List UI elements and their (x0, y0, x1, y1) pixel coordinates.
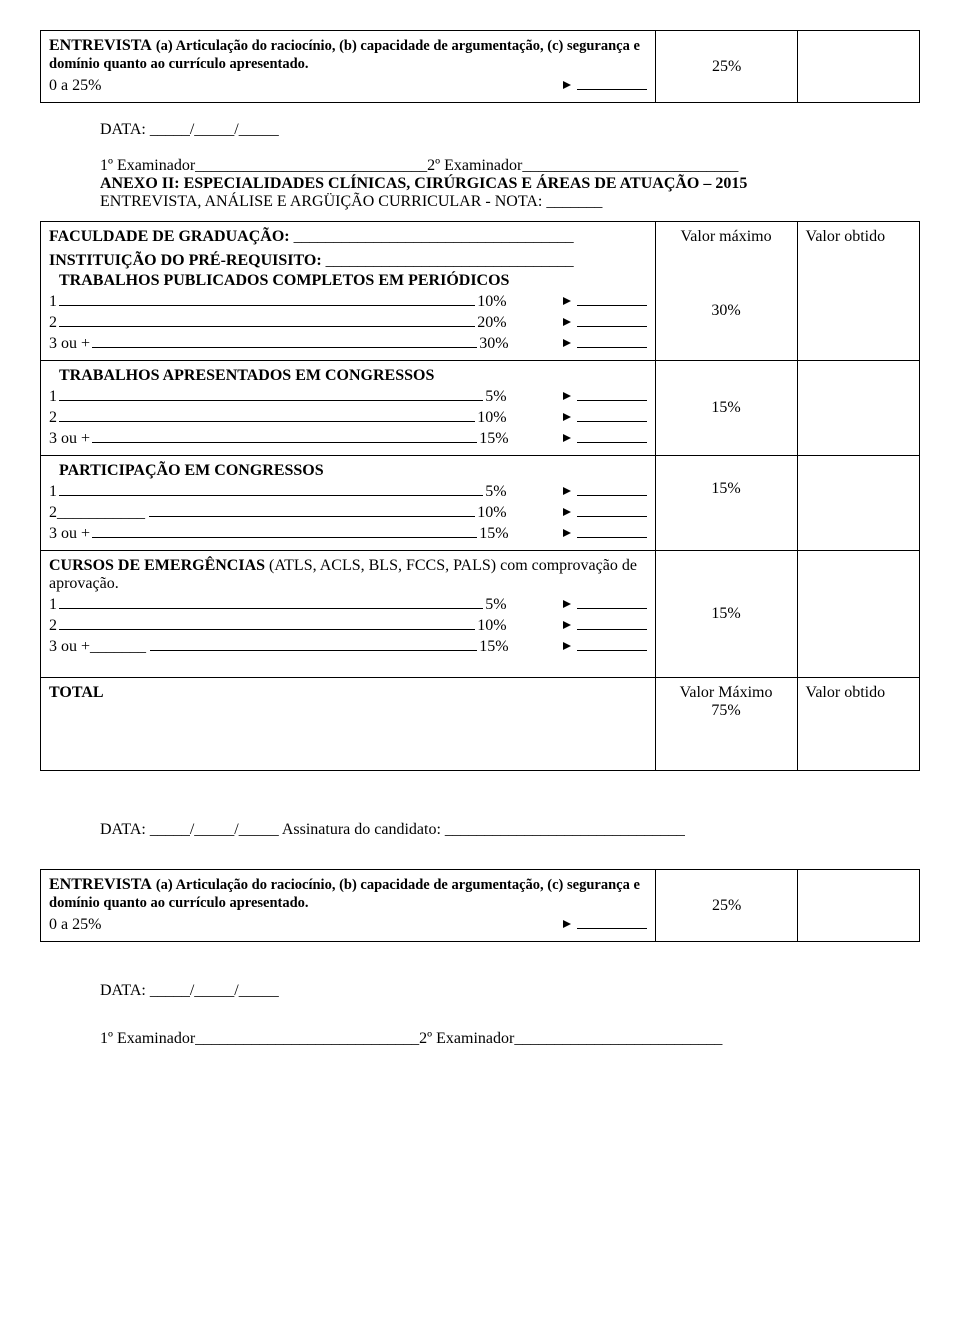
interview2-obtained[interactable] (798, 870, 920, 942)
instituicao-label: INSTITUIÇÃO DO PRÉ-REQUISITO: (49, 252, 322, 269)
arrow-icon (525, 596, 571, 614)
examiner2-bottom[interactable]: 2º Examinador__________________________ (419, 1030, 722, 1047)
row2-value: 15% (655, 361, 797, 456)
examiner2-line[interactable]: 2º Examinador___________________________ (427, 157, 738, 174)
row3-title: PARTICIPAÇÃO EM CONGRESSOS (49, 462, 647, 480)
total-value: 75% (664, 702, 789, 720)
interview1-value: 25% (656, 31, 798, 103)
data-line-1[interactable]: DATA: _____/_____/_____ (40, 121, 920, 139)
interview-table-1: ENTREVISTA (a) Articulação do raciocínio… (40, 30, 920, 103)
row3-value: 15% (655, 456, 797, 551)
total-obt-label: Valor obtido (806, 684, 911, 702)
total-value-label: Valor Máximo (664, 684, 789, 702)
row2-title: TRABALHOS APRESENTADOS EM CONGRESSOS (49, 367, 647, 385)
arrow-icon (525, 617, 571, 635)
arrow-icon (525, 335, 571, 353)
row2-obtained[interactable] (797, 361, 919, 456)
data-line-bottom[interactable]: DATA: _____/_____/_____ (40, 982, 920, 1000)
interview1-title: ENTREVISTA (49, 37, 152, 54)
blank-field[interactable] (577, 914, 647, 929)
row4-value: 15% (655, 551, 797, 678)
arrow-icon (525, 314, 571, 332)
row1-title: TRABALHOS PUBLICADOS COMPLETOS EM PERIÓD… (49, 272, 647, 290)
arrow-icon (525, 388, 571, 406)
col-header-obt: Valor obtido (806, 228, 911, 246)
arrow-icon (525, 525, 571, 543)
arrow-icon (525, 916, 571, 934)
col-header-max: Valor máximo (664, 228, 789, 246)
arrow-icon (525, 504, 571, 522)
arrow-icon (525, 483, 571, 501)
row3-obtained[interactable] (797, 456, 919, 551)
interview2-range: 0 a 25% (49, 916, 101, 934)
main-scoring-table: FACULDADE DE GRADUAÇÃO: ________________… (40, 221, 920, 771)
interview-table-2: ENTREVISTA (a) Articulação do raciocínio… (40, 869, 920, 942)
row4-obtained[interactable] (797, 551, 919, 678)
row1-value: 30% (664, 302, 789, 320)
arrow-icon (525, 638, 571, 656)
arrow-icon (525, 430, 571, 448)
data-signature-line[interactable]: DATA: _____/_____/_____ Assinatura do ca… (40, 821, 920, 839)
interview1-obtained[interactable] (798, 31, 920, 103)
arrow-icon (525, 77, 571, 95)
total-label: TOTAL (49, 684, 104, 701)
examiner1-bottom[interactable]: 1º Examinador___________________________… (100, 1030, 419, 1047)
faculdade-label: FACULDADE DE GRADUAÇÃO: (49, 228, 290, 245)
arrow-icon (525, 293, 571, 311)
anexo-subtitle: ENTREVISTA, ANÁLISE E ARGÜIÇÃO CURRICULA… (40, 193, 920, 211)
interview2-value: 25% (656, 870, 798, 942)
examiner1-line[interactable]: 1º Examinador___________________________… (100, 157, 427, 174)
blank-field[interactable] (577, 75, 647, 90)
anexo-title: ANEXO II: ESPECIALIDADES CLÍNICAS, CIRÚR… (40, 175, 920, 193)
arrow-icon (525, 409, 571, 427)
interview1-range: 0 a 25% (49, 77, 101, 95)
interview2-title: ENTREVISTA (49, 876, 152, 893)
